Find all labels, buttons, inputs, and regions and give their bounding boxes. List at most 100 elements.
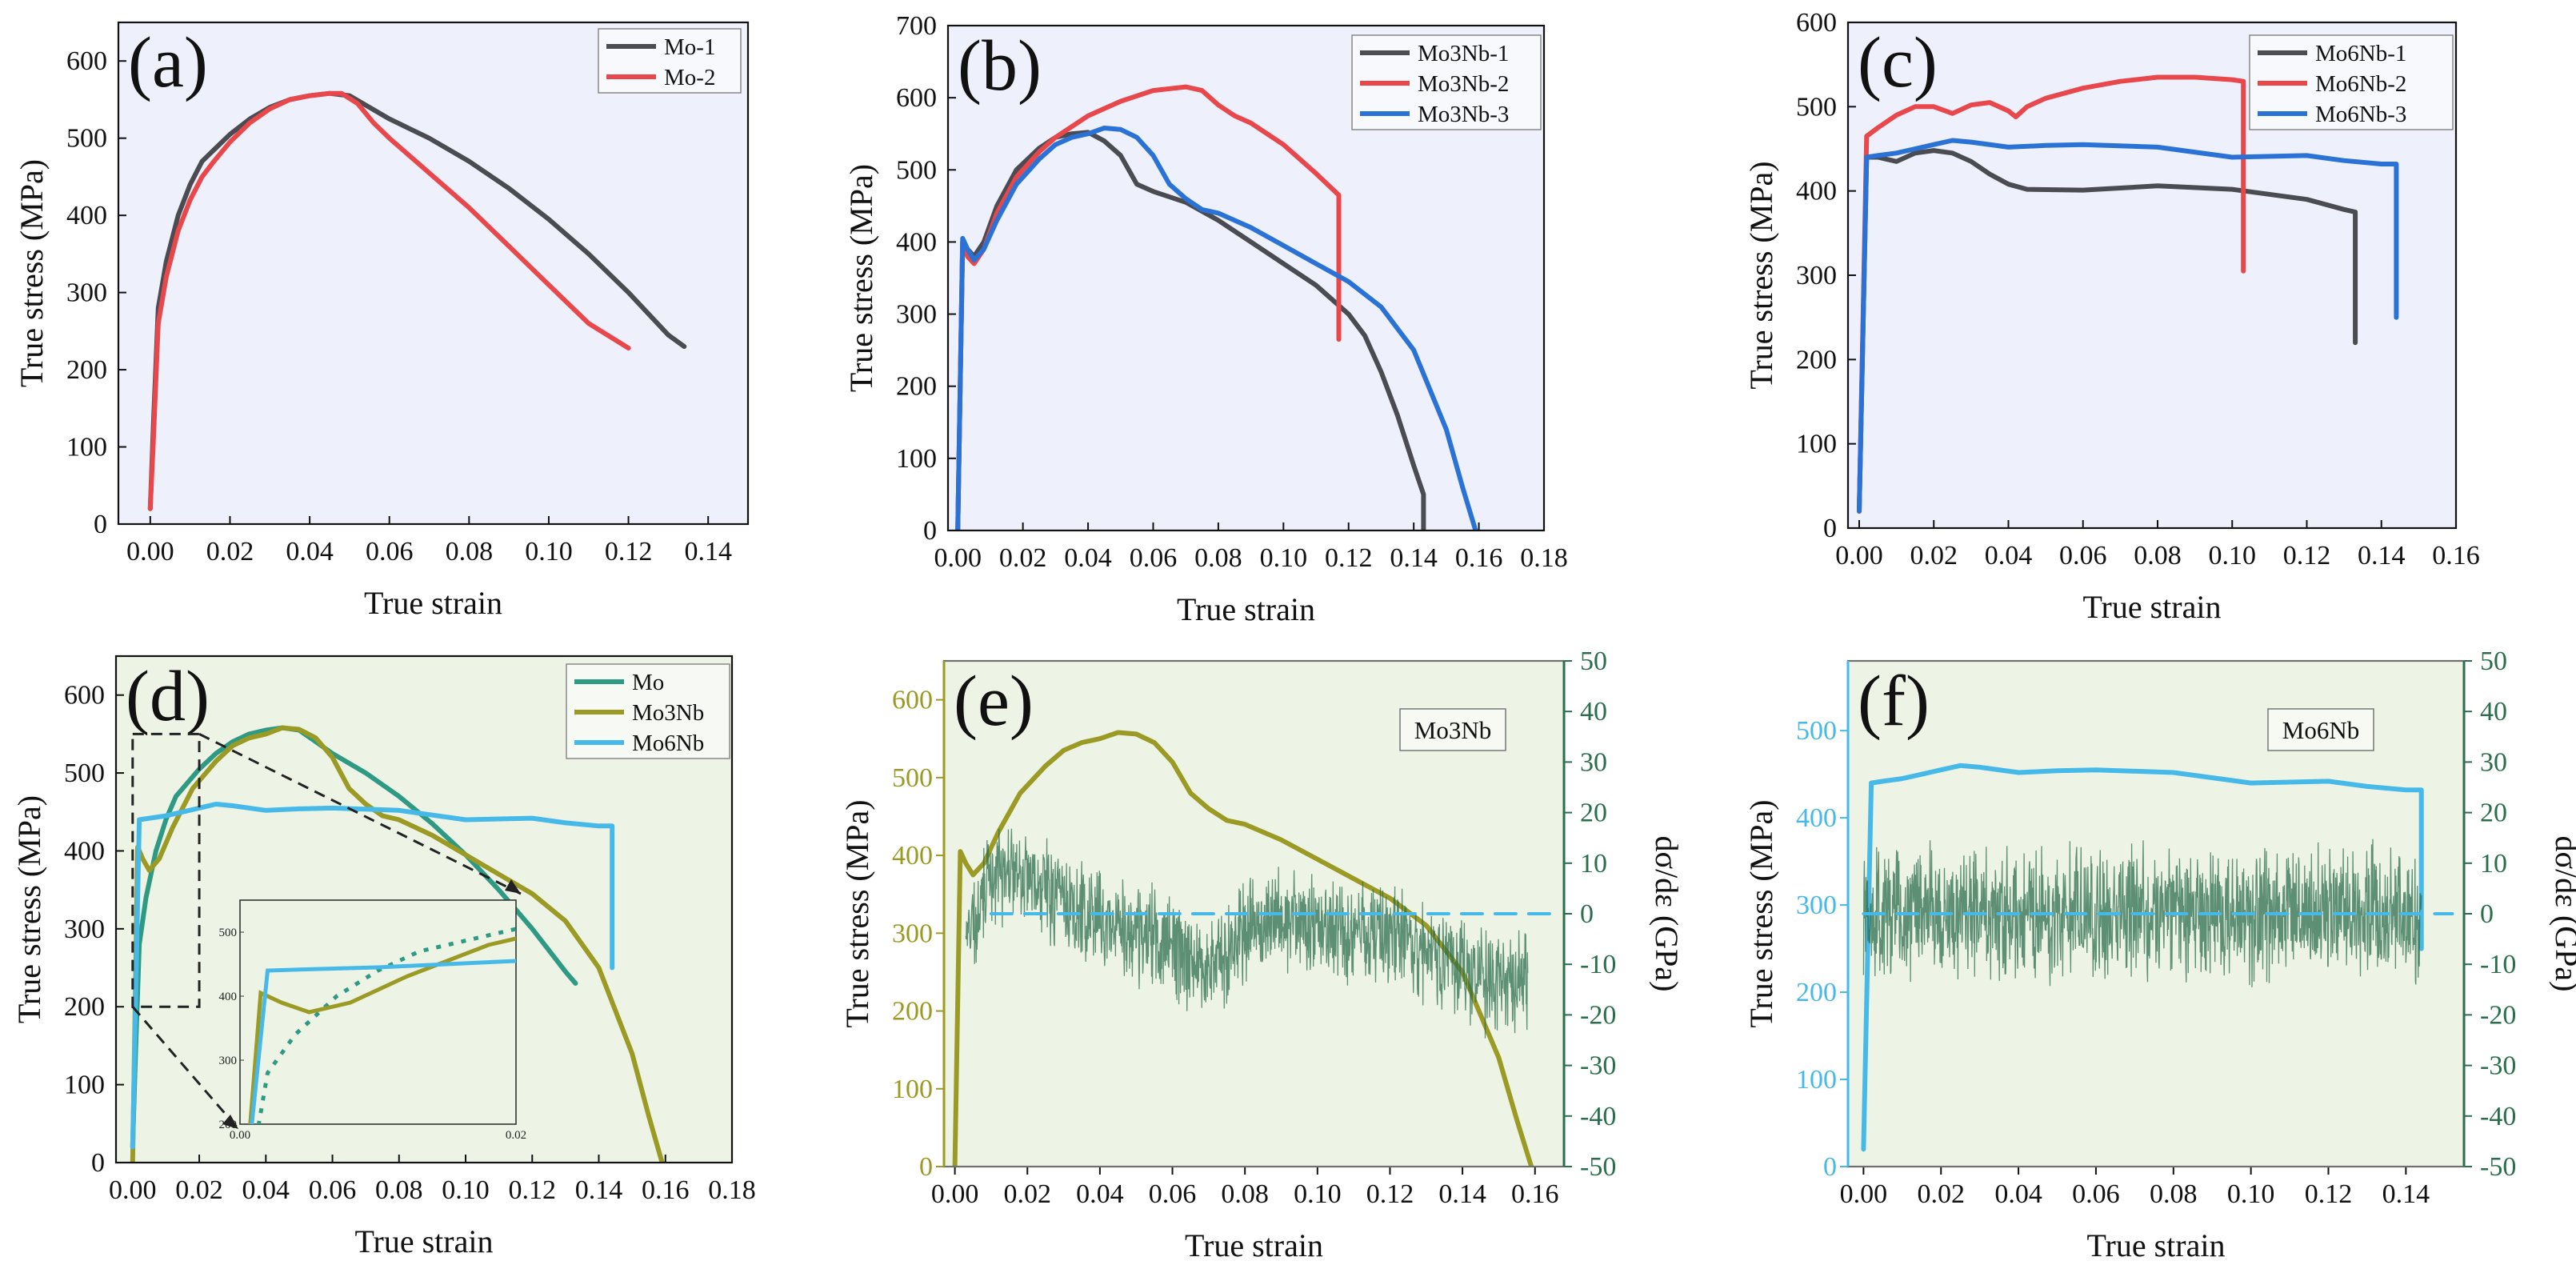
- series-line-e-mo3nb: [952, 730, 1534, 1167]
- plot-frame-b: [946, 24, 1546, 532]
- x-tick-label-f: 0.08: [2150, 1179, 2198, 1209]
- y2-axis-label-e: dσ/dε (GPa): [1649, 836, 1685, 992]
- x-tick-label-f: 0.12: [2305, 1179, 2353, 1209]
- panel-c: 0.00 0.02 0.04 0.06 0.08 0.10 0.12 0.14 0.16 0 100…: [1743, 8, 2480, 625]
- x-tick-label-c: 0.00: [1835, 541, 1883, 570]
- series-line-c-mo6nb-2: [1857, 74, 2246, 514]
- x-tick-label-c: 0.04: [1985, 541, 2033, 570]
- y-tick-label-d: 0: [91, 1148, 105, 1178]
- legend-box-a: [598, 28, 742, 94]
- x-tick-label-d: 0.04: [242, 1175, 290, 1205]
- x-tick-label-e: 0.14: [1438, 1179, 1486, 1209]
- inset-connector-bottom: [131, 1006, 240, 1130]
- x-axis-label-d: True strain: [355, 1223, 494, 1259]
- legend-label-b: Mo3Nb-3: [1418, 102, 1509, 127]
- inset-line-mo6nb: [250, 959, 516, 1124]
- panel-e: 0.00 0.02 0.04 0.06 0.08 0.10 0.12 0.14 0.160100…: [839, 647, 1685, 1263]
- y2-tick-label-f: 0: [2480, 899, 2494, 929]
- panel-label-c: (c): [1858, 23, 1938, 102]
- x-tick-label-e: 0.16: [1511, 1179, 1559, 1209]
- y-axis-label-c: True stress (MPa): [1743, 161, 1779, 389]
- x-tick-label-e: 0.08: [1221, 1179, 1269, 1209]
- x-tick-label-e: 0.02: [1003, 1179, 1051, 1209]
- x-axis-label-b: True strain: [1177, 591, 1315, 627]
- y-tick-label-d: 200: [64, 992, 105, 1022]
- plot-frame-d: [114, 655, 734, 1164]
- x-tick-label-d: 0.02: [175, 1175, 223, 1205]
- legend-label-d: Mo: [632, 670, 664, 695]
- series-line-c-mo6nb-1: [1857, 148, 2358, 514]
- plot-frame-c: [1846, 21, 2458, 530]
- y2-tick-label-e: -10: [1580, 950, 1616, 979]
- inset-y-tick-label: 500: [219, 927, 238, 939]
- x-tick-label-a: 0.14: [684, 537, 732, 566]
- y-axis-label-f: True stress (MPa): [1743, 799, 1779, 1027]
- y-tick-label-e: 300: [892, 919, 933, 948]
- x-tick-label-c: 0.08: [2134, 541, 2182, 570]
- y2-tick-label-e: 50: [1580, 647, 1607, 676]
- x-tick-label-f: 0.00: [1840, 1179, 1888, 1209]
- x-tick-label-e: 0.04: [1076, 1179, 1124, 1209]
- legend-label-a: Mo-2: [664, 65, 715, 90]
- y2-tick-label-f: -50: [2480, 1152, 2516, 1182]
- x-tick-label-d: 0.00: [109, 1175, 157, 1205]
- x-axis-label-a: True strain: [364, 585, 502, 621]
- y-tick-label-c: 100: [1796, 430, 1837, 459]
- inset-arrowhead-top: [505, 879, 521, 894]
- y2-tick-label-f: -20: [2480, 1000, 2516, 1030]
- y-tick-label-b: 600: [896, 83, 937, 113]
- y-tick-label-f: 300: [1796, 891, 1837, 920]
- x-tick-label-d: 0.12: [509, 1175, 557, 1205]
- y-tick-label-b: 500: [896, 155, 937, 185]
- series-line-a-mo-2: [147, 90, 631, 511]
- inset-line-mo: [256, 927, 516, 1124]
- x-tick-label-d: 0.18: [708, 1175, 756, 1205]
- y-tick-label-f: 0: [1823, 1152, 1837, 1182]
- x-tick-label-d: 0.14: [575, 1175, 623, 1205]
- y-tick-label-a: 400: [66, 201, 107, 230]
- y2-tick-label-e: 20: [1580, 799, 1607, 828]
- series-group-c: [1857, 74, 2399, 514]
- x-tick-label-b: 0.14: [1390, 543, 1438, 573]
- series-line-d-mo3nb: [130, 725, 665, 1163]
- plot-area-a: [118, 22, 748, 524]
- x-tick-label-b: 0.16: [1455, 543, 1503, 573]
- x-tick-label-b: 0.18: [1520, 543, 1568, 573]
- y-tick-label-c: 0: [1823, 514, 1837, 543]
- y-tick-label-a: 600: [66, 46, 107, 76]
- y-axis-label-d: True stress (MPa): [11, 795, 47, 1023]
- y2-tick-label-f: -30: [2480, 1051, 2516, 1081]
- x-tick-label-c: 0.12: [2283, 541, 2331, 570]
- inset-arrowhead-bottom: [222, 1115, 238, 1129]
- y2-tick-label-f: -10: [2480, 950, 2516, 979]
- series-group-d: [130, 725, 665, 1163]
- series-line-c-mo6nb-3: [1857, 138, 2399, 514]
- x-tick-label-a: 0.12: [605, 537, 653, 566]
- panel-a: 0.00 0.02 0.04 0.06 0.08 0.10 0.12 0.14 0 100 200 3…: [14, 21, 750, 621]
- x-tick-label-a: 0.06: [366, 537, 414, 566]
- panel-label-f: (f): [1858, 662, 1930, 741]
- inset-y-tick-label: 200: [219, 1119, 238, 1131]
- x-tick-label-f: 0.14: [2382, 1179, 2430, 1209]
- series-group-a: [147, 90, 687, 511]
- y2-tick-label-e: -40: [1580, 1102, 1616, 1131]
- series-group-e: [952, 730, 1555, 1167]
- x-tick-label-e: 0.10: [1294, 1179, 1342, 1209]
- y-tick-label-c: 600: [1796, 8, 1837, 38]
- annotation-label-f: Mo6Nb: [2282, 716, 2359, 744]
- x-tick-label-f: 0.04: [1994, 1179, 2042, 1209]
- panel-f: 0.00 0.02 0.04 0.06 0.08 0.10 0.12 0.1401002003…: [1743, 647, 2576, 1263]
- y2-tick-label-f: -40: [2480, 1102, 2516, 1131]
- series-line-b-mo3nb-1: [955, 130, 1426, 530]
- annotation-label-e: Mo3Nb: [1414, 716, 1491, 744]
- y2-tick-label-f: 50: [2480, 647, 2507, 676]
- y-tick-label-b: 200: [896, 372, 937, 402]
- inset-line-mo3nb: [248, 936, 516, 1124]
- x-tick-label-e: 0.06: [1149, 1179, 1197, 1209]
- x-axis-label-f: True strain: [2087, 1227, 2226, 1263]
- x-tick-label-b: 0.06: [1130, 543, 1178, 573]
- x-tick-label-b: 0.02: [999, 543, 1047, 573]
- x-tick-label-d: 0.10: [442, 1175, 490, 1205]
- y-tick-label-c: 200: [1796, 345, 1837, 374]
- inset-y-tick-label: 300: [219, 1055, 238, 1067]
